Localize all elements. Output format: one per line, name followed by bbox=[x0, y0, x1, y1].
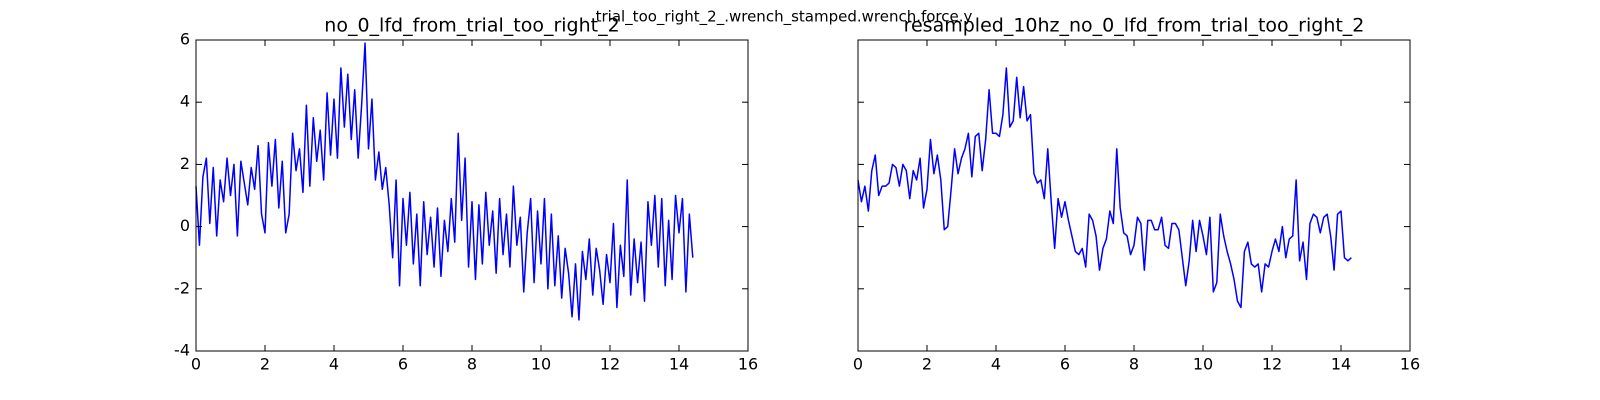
x-tick-label: 12 bbox=[600, 355, 620, 374]
y-tick-label: -2 bbox=[174, 278, 190, 297]
x-tick-label: 10 bbox=[1193, 355, 1213, 374]
x-tick-label: 10 bbox=[531, 355, 551, 374]
subplot-title: no_0_lfd_from_trial_too_right_2 bbox=[324, 15, 619, 37]
y-tick-label: 2 bbox=[180, 154, 190, 173]
x-tick-label: 12 bbox=[1262, 355, 1282, 374]
x-tick-label: 2 bbox=[260, 355, 270, 374]
y-tick-label: 6 bbox=[180, 30, 190, 49]
y-tick-label: 4 bbox=[180, 92, 190, 111]
subplot: resampled_10hz_no_0_lfd_from_trial_too_r… bbox=[853, 15, 1420, 374]
x-tick-label: 4 bbox=[329, 355, 339, 374]
x-tick-label: 14 bbox=[669, 355, 689, 374]
x-tick-label: 2 bbox=[922, 355, 932, 374]
subplot: no_0_lfd_from_trial_too_right_2 0 2 4 6 8 10 12… bbox=[174, 15, 758, 374]
x-tick-label: 8 bbox=[467, 355, 477, 374]
x-tick-label: 16 bbox=[738, 355, 758, 374]
data-line bbox=[857, 67, 1352, 309]
figure-title: trial_too_right_2_.wrench_stamped.wrench… bbox=[596, 8, 973, 27]
y-tick-label: 0 bbox=[180, 216, 190, 235]
subplot-title: resampled_10hz_no_0_lfd_from_trial_too_r… bbox=[904, 15, 1365, 37]
x-tick-label: 4 bbox=[991, 355, 1001, 374]
x-tick-label: 16 bbox=[1400, 355, 1420, 374]
x-tick-label: 0 bbox=[191, 355, 201, 374]
data-line bbox=[195, 42, 694, 321]
x-tick-label: 14 bbox=[1331, 355, 1351, 374]
x-tick-label: 8 bbox=[1129, 355, 1139, 374]
x-tick-label: 6 bbox=[398, 355, 408, 374]
x-tick-label: 6 bbox=[1060, 355, 1070, 374]
y-tick-label: -4 bbox=[174, 341, 190, 360]
x-tick-label: 0 bbox=[853, 355, 863, 374]
plot-frame bbox=[857, 39, 1411, 352]
